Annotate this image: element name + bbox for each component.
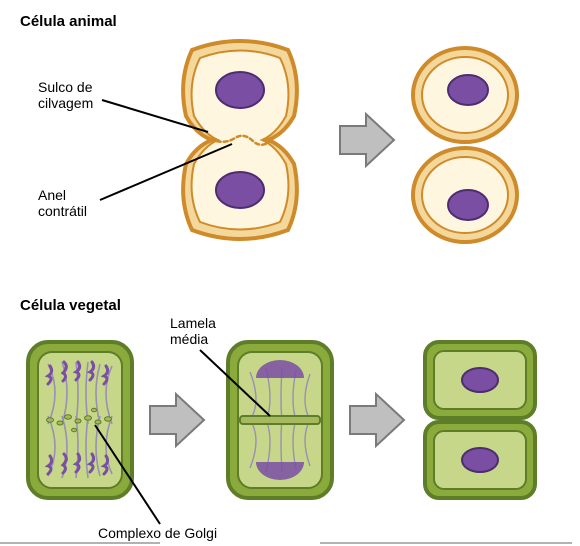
plant-title: Célula vegetal — [20, 297, 121, 314]
arrow-icon — [150, 394, 204, 446]
cleavage-furrow-label-1: Sulco de — [38, 79, 93, 95]
plant-cell-plate — [240, 416, 320, 424]
plant-cell-stage2 — [228, 342, 332, 498]
arrow-icon — [350, 394, 404, 446]
plant-cell-stage1 — [28, 342, 132, 498]
animal-daughter-cells — [413, 48, 517, 242]
middle-lamella-label-2: média — [170, 331, 208, 347]
cleavage-furrow-label-2: cilvagem — [38, 95, 93, 111]
animal-dividing-cell — [183, 41, 297, 239]
golgi-complex-label: Complexo de Golgi — [98, 525, 217, 541]
plant-daughter-cells — [425, 342, 535, 498]
arrow-icon — [340, 114, 394, 166]
contractile-ring-label-1: Anel — [38, 187, 66, 203]
contractile-ring-label-2: contrátil — [38, 203, 87, 219]
animal-title: Célula animal — [20, 13, 117, 30]
middle-lamella-label-1: Lamela — [170, 315, 216, 331]
